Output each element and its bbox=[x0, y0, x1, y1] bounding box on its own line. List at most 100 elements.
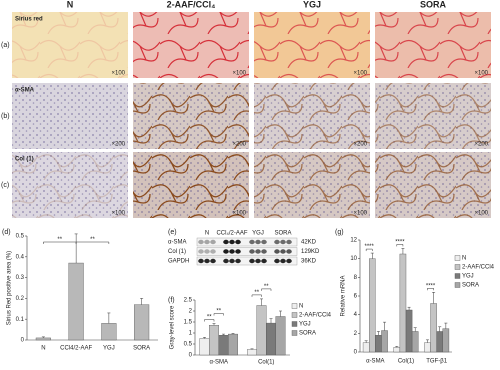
legend-swatch bbox=[454, 255, 461, 261]
bar bbox=[256, 305, 267, 356]
blot-band bbox=[235, 239, 241, 245]
blot-band bbox=[286, 249, 292, 254]
bar bbox=[247, 349, 257, 356]
y-tick-label: 0.5 bbox=[16, 234, 25, 240]
error-bar bbox=[432, 292, 436, 304]
y-tick-label: 1 bbox=[189, 331, 193, 337]
legend-label: YGJ bbox=[299, 322, 311, 328]
significance-label: ** bbox=[90, 237, 95, 243]
y-tick-label: 12 bbox=[350, 238, 357, 244]
y-tick-label: 0 bbox=[189, 353, 193, 359]
error-bar bbox=[425, 339, 429, 343]
micrographs: N 2-AAF/CCl₄ YGJ SORA (a) ×100 ×100 ×100 ×100 Sir… bbox=[1, 0, 491, 218]
x-tick-label: α-SMA bbox=[366, 359, 384, 365]
x-tick-label: TGF-β1 bbox=[426, 359, 447, 365]
error-bar bbox=[370, 252, 374, 259]
magnification: ×200 bbox=[111, 142, 125, 148]
y-axis-label: Gray-level score bbox=[170, 305, 176, 349]
error-bar bbox=[250, 348, 254, 350]
significance-label: ** bbox=[57, 237, 62, 243]
blot-band bbox=[235, 258, 241, 264]
blot-band bbox=[280, 258, 286, 264]
stain-overlay bbox=[133, 83, 249, 149]
blot-band bbox=[255, 249, 261, 254]
y-tick-label: 2 bbox=[354, 331, 358, 337]
bar bbox=[436, 331, 443, 353]
blot-band bbox=[223, 249, 229, 254]
magnification: ×100 bbox=[474, 71, 488, 77]
lane-label: YGJ bbox=[252, 231, 264, 237]
error-bar bbox=[107, 312, 111, 324]
bar bbox=[101, 323, 117, 341]
blot-band bbox=[229, 249, 235, 254]
stain-label: Sirius red bbox=[15, 17, 43, 23]
x-tick-label: YGJ bbox=[103, 346, 115, 352]
y-tick-label: 6 bbox=[354, 294, 358, 300]
y-tick-label: 0.4 bbox=[16, 254, 25, 260]
magnification: ×100 bbox=[111, 211, 125, 217]
error-bar bbox=[383, 321, 387, 331]
blot-band bbox=[198, 258, 204, 264]
significance-bracket bbox=[251, 294, 262, 297]
y-tick-label: 2.5 bbox=[184, 298, 193, 304]
legend-label: 2-AAF/CCl4 bbox=[299, 313, 332, 319]
lane-label: CCl₄/2-AAF bbox=[216, 231, 247, 237]
significance-label: **** bbox=[426, 283, 436, 289]
significance-bracket bbox=[204, 319, 215, 322]
error-bar bbox=[74, 233, 78, 264]
blot-row-label: α-SMA bbox=[168, 240, 186, 246]
legend-swatch bbox=[291, 303, 298, 309]
error-bar bbox=[364, 340, 368, 343]
error-bar bbox=[222, 333, 225, 336]
stain-overlay bbox=[254, 83, 370, 149]
legend-label: SORA bbox=[299, 331, 316, 337]
legend-label: 2-AAF/CCl4 bbox=[462, 265, 495, 271]
x-tick-label: Col(1) bbox=[398, 359, 414, 365]
legend-label: SORA bbox=[462, 283, 479, 289]
bar bbox=[393, 347, 401, 353]
error-bar bbox=[438, 326, 442, 332]
blot-band bbox=[229, 239, 235, 245]
significance-label: ** bbox=[264, 284, 269, 290]
magnification: ×100 bbox=[111, 71, 125, 77]
y-tick-label: 8 bbox=[354, 275, 358, 281]
magnification: ×200 bbox=[353, 142, 367, 148]
x-tick-label: N bbox=[41, 346, 45, 352]
column-header: N bbox=[67, 0, 74, 9]
column-header: SORA bbox=[420, 0, 447, 9]
blot-size: 36KD bbox=[301, 259, 317, 265]
western-blot: (e) N CCl₄/2-AAF YGJ SORA α-SMA 42KD Col (1) 129… bbox=[168, 229, 320, 266]
bar bbox=[430, 303, 437, 353]
panel-label: (e) bbox=[168, 229, 177, 236]
row-label: (a) bbox=[1, 42, 10, 49]
blot-band bbox=[261, 239, 267, 245]
legend-swatch bbox=[454, 282, 461, 288]
error-bar bbox=[376, 331, 380, 336]
blot-strip bbox=[196, 237, 298, 247]
blot-row-label: GAPDH bbox=[168, 259, 189, 265]
y-axis-label: Sirius Red positive area (%) bbox=[7, 251, 13, 325]
error-bar bbox=[203, 337, 206, 339]
blot-band bbox=[255, 239, 261, 245]
blot-strip bbox=[196, 256, 298, 266]
stain-overlay bbox=[133, 152, 249, 218]
blot-band bbox=[261, 249, 267, 254]
legend-label: N bbox=[462, 256, 466, 262]
legend-swatch bbox=[291, 330, 298, 336]
bar bbox=[35, 337, 51, 341]
lane-label: SORA bbox=[274, 231, 291, 237]
blot-band bbox=[280, 249, 286, 254]
y-tick-label: 4 bbox=[354, 312, 358, 318]
x-tick-label: Col(1) bbox=[258, 360, 274, 366]
blot-size: 129KD bbox=[301, 249, 320, 255]
error-bar bbox=[140, 298, 144, 305]
row-label: (b) bbox=[1, 113, 10, 120]
bar bbox=[381, 330, 388, 353]
error-bar bbox=[212, 323, 216, 326]
bar bbox=[375, 335, 382, 353]
bar bbox=[266, 322, 276, 356]
error-bar bbox=[401, 248, 405, 254]
blot-band bbox=[249, 249, 255, 254]
blot-band bbox=[210, 239, 216, 245]
